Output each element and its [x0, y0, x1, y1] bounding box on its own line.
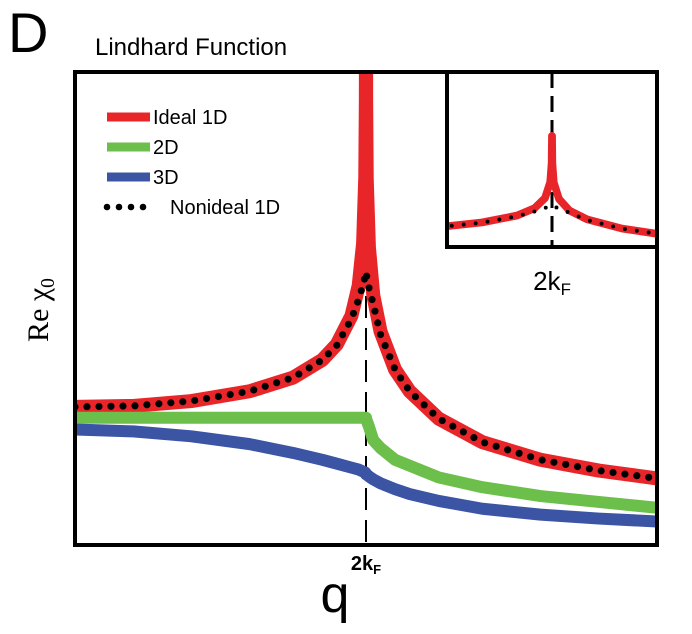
series-line: [75, 423, 657, 528]
inset-x-tick-label: 2kF: [533, 266, 571, 299]
panel-letter: D: [8, 1, 48, 64]
legend-label: 2D: [153, 137, 179, 159]
series-line: [447, 132, 657, 238]
series-line: [75, 411, 657, 514]
legend-label: Nonideal 1D: [170, 197, 280, 219]
x-tick-label: 2kF: [351, 553, 381, 577]
legend-label: 3D: [153, 167, 179, 189]
inset-frame: [445, 70, 659, 249]
chart-title: Lindhard Function: [95, 34, 287, 61]
plot-frame: [73, 70, 659, 547]
x-axis-label: q: [321, 566, 350, 624]
y-axis-label: Re χ0: [22, 278, 59, 342]
inset-plot-area: [447, 72, 657, 247]
plot-area: [75, 72, 657, 545]
dotted-series-line: [75, 268, 657, 482]
legend: Ideal 1D 2D 3D Nonideal 1D: [103, 107, 280, 219]
legend-label: Ideal 1D: [153, 107, 228, 129]
